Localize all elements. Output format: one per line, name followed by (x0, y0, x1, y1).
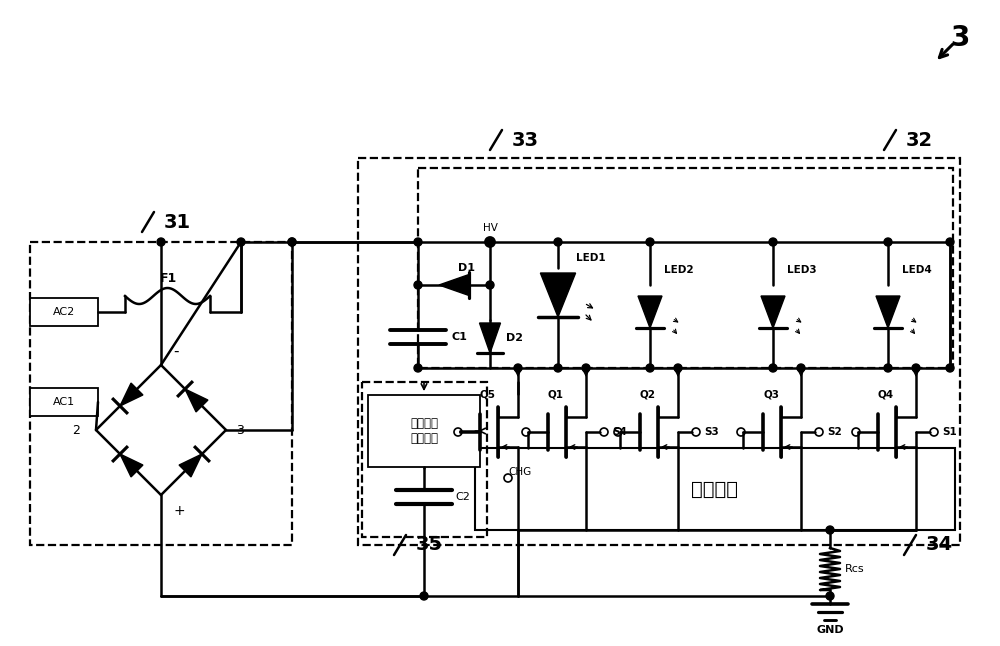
Circle shape (288, 238, 296, 246)
Circle shape (414, 364, 422, 372)
Polygon shape (761, 296, 785, 328)
Text: AC2: AC2 (53, 307, 75, 317)
Text: S1: S1 (942, 427, 957, 437)
Circle shape (826, 592, 834, 600)
Circle shape (646, 364, 654, 372)
Text: LED2: LED2 (664, 265, 694, 275)
Circle shape (414, 281, 422, 289)
Circle shape (797, 364, 805, 372)
Circle shape (554, 364, 562, 372)
Text: 3: 3 (950, 24, 970, 52)
Text: 控制模块: 控制模块 (692, 479, 738, 499)
Circle shape (884, 238, 892, 246)
Text: S4: S4 (612, 427, 627, 437)
Text: -: - (173, 344, 179, 359)
Text: 2: 2 (72, 424, 80, 437)
Circle shape (514, 364, 522, 372)
Text: LED1: LED1 (576, 253, 606, 263)
Text: HV: HV (483, 223, 497, 233)
Text: Q1: Q1 (548, 389, 564, 399)
Circle shape (554, 238, 562, 246)
Circle shape (486, 238, 494, 246)
Bar (475, 448, 955, 530)
Text: Q4: Q4 (878, 389, 894, 399)
Text: Q2: Q2 (640, 389, 656, 399)
Bar (30, 388, 98, 416)
Text: 3: 3 (236, 424, 244, 437)
Text: 34: 34 (926, 536, 953, 554)
Polygon shape (480, 323, 501, 353)
Text: LED4: LED4 (902, 265, 932, 275)
Circle shape (288, 238, 296, 246)
Bar (30, 242, 292, 545)
Polygon shape (876, 296, 900, 328)
Circle shape (414, 238, 422, 246)
Circle shape (674, 364, 682, 372)
Bar (368, 395, 480, 467)
Circle shape (237, 238, 245, 246)
Text: 31: 31 (164, 213, 191, 231)
Circle shape (769, 364, 777, 372)
Text: 电源电压
产生模块: 电源电压 产生模块 (410, 417, 438, 445)
Text: +: + (173, 504, 185, 518)
Circle shape (420, 592, 428, 600)
Circle shape (884, 364, 892, 372)
Polygon shape (439, 275, 469, 295)
Text: CHG: CHG (508, 467, 531, 477)
Circle shape (157, 238, 165, 246)
Bar (362, 382, 487, 537)
Text: Rcs: Rcs (845, 564, 865, 574)
Circle shape (486, 281, 494, 289)
Circle shape (912, 364, 920, 372)
Polygon shape (638, 296, 662, 328)
Text: 32: 32 (906, 130, 933, 149)
Text: F1: F1 (159, 271, 177, 284)
Polygon shape (540, 273, 576, 317)
Bar (30, 298, 98, 326)
Text: 33: 33 (512, 130, 539, 149)
Circle shape (646, 238, 654, 246)
Text: LED3: LED3 (787, 265, 817, 275)
Circle shape (826, 526, 834, 534)
Polygon shape (120, 454, 143, 477)
Text: S3: S3 (704, 427, 719, 437)
Bar (418, 168, 953, 368)
Text: GND: GND (816, 625, 844, 635)
Text: Q5: Q5 (480, 389, 496, 399)
Text: 35: 35 (416, 536, 443, 554)
Circle shape (946, 238, 954, 246)
Text: S2: S2 (827, 427, 842, 437)
Circle shape (582, 364, 590, 372)
Text: C2: C2 (455, 492, 470, 502)
Polygon shape (179, 454, 202, 477)
Circle shape (946, 364, 954, 372)
Polygon shape (120, 383, 143, 406)
Circle shape (769, 238, 777, 246)
Bar (358, 158, 960, 545)
Text: D1: D1 (458, 263, 475, 273)
Text: C1: C1 (452, 332, 468, 342)
Text: Q3: Q3 (763, 389, 779, 399)
Text: D2: D2 (506, 333, 523, 343)
Text: AC1: AC1 (53, 397, 75, 407)
Polygon shape (185, 389, 208, 412)
